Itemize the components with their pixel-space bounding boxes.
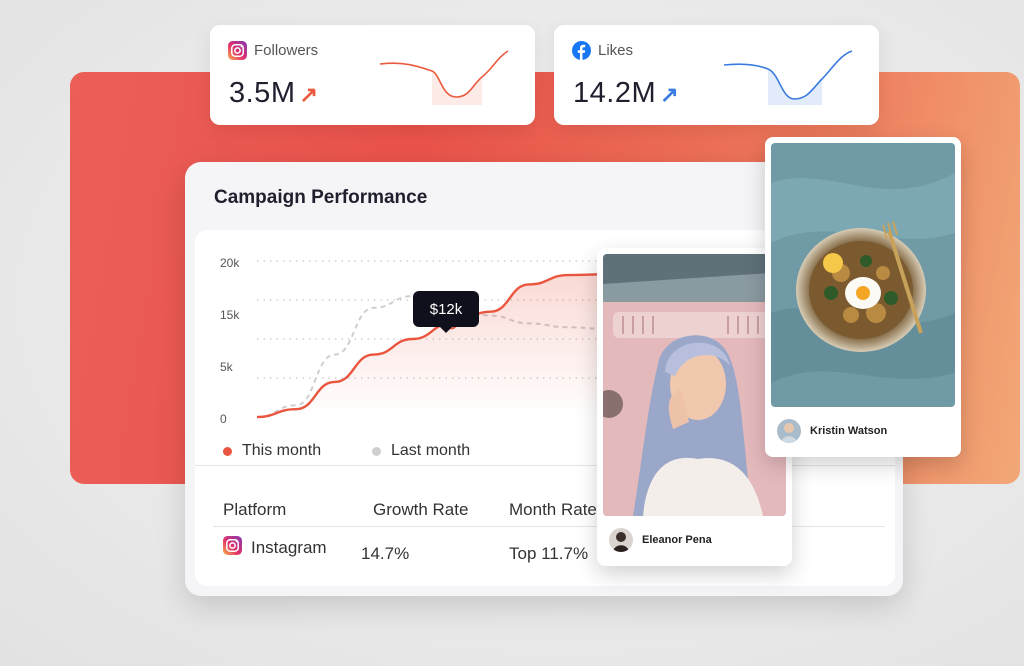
- creator-card-eleanor[interactable]: Eleanor Pena: [597, 248, 792, 566]
- legend-last-month: Last month: [372, 442, 470, 460]
- legend-dot: [372, 446, 381, 456]
- followers-stat-card[interactable]: Followers 3.5M ↗: [210, 25, 535, 125]
- series-line-this-month: [257, 273, 608, 419]
- creator-name: Kristin Watson: [810, 425, 888, 437]
- legend-label: Last month: [391, 442, 471, 459]
- likes-stat-card[interactable]: Likes 14.2M ↗: [554, 25, 879, 125]
- creator-photo: [603, 254, 786, 516]
- creator-photo: [771, 143, 955, 407]
- legend-dot: [223, 446, 232, 456]
- chart-tooltip: $12k: [413, 291, 479, 333]
- instagram-icon: [228, 41, 247, 60]
- likes-sparkline: [724, 50, 853, 105]
- table-header-growth: Growth Rate: [373, 500, 469, 519]
- creator-caption: Eleanor Pena: [609, 528, 712, 552]
- portrait-image: [603, 254, 786, 516]
- creator-caption: Kristin Watson: [777, 419, 887, 443]
- section-divider: [195, 465, 895, 466]
- table-header-month: Month Rate: [509, 500, 597, 519]
- avatar: [777, 419, 801, 443]
- likes-label-row: Likes: [572, 41, 633, 60]
- campaign-title: Campaign Performance: [214, 187, 428, 208]
- facebook-icon: [572, 41, 591, 60]
- arrow-up-right-icon: ↗: [299, 82, 319, 107]
- y-tick-label: 5k: [220, 360, 233, 374]
- cell-growth-rate: 14.7%: [361, 544, 410, 563]
- followers-value: 3.5M ↗: [229, 77, 318, 110]
- cell-platform: Instagram: [251, 538, 327, 557]
- arrow-up-right-icon: ↗: [660, 82, 680, 107]
- creator-name: Eleanor Pena: [642, 534, 712, 546]
- followers-count: 3.5M: [229, 77, 296, 109]
- likes-value: 14.2M ↗: [573, 77, 679, 110]
- legend-label: This month: [242, 442, 322, 459]
- likes-label: Likes: [598, 42, 634, 59]
- food-image: [771, 143, 955, 407]
- followers-sparkline: [380, 50, 509, 105]
- series-area: [257, 274, 607, 417]
- y-tick-label: 20k: [220, 256, 240, 270]
- instagram-icon: [223, 536, 242, 555]
- table-header-platform: Platform: [223, 500, 287, 519]
- cell-month-rate: Top 11.7%: [509, 544, 589, 563]
- followers-label-row: Followers: [228, 41, 318, 60]
- likes-count: 14.2M: [573, 77, 657, 109]
- legend-this-month: This month: [223, 442, 321, 460]
- table-header-divider: [213, 526, 885, 527]
- followers-label: Followers: [254, 42, 319, 59]
- y-tick-label: 0: [220, 412, 227, 426]
- tooltip-value: $12k: [429, 300, 463, 318]
- avatar: [609, 528, 633, 552]
- y-tick-label: 15k: [220, 308, 240, 322]
- creator-card-kristin[interactable]: Kristin Watson: [765, 137, 961, 457]
